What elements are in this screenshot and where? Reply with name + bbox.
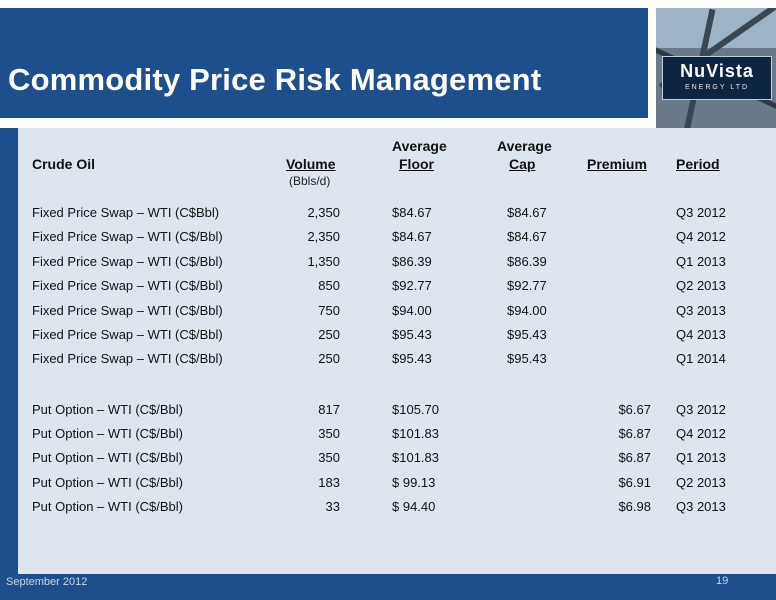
cell-cap: $84.67 bbox=[507, 229, 547, 244]
cell-floor: $84.67 bbox=[392, 229, 432, 244]
header-cap-top: Average bbox=[497, 138, 552, 154]
cell-cap: $84.67 bbox=[507, 205, 547, 220]
cell-name: Put Option – WTI (C$/Bbl) bbox=[32, 475, 183, 490]
table-row: Put Option – WTI (C$/Bbl) 817 $105.70 $6… bbox=[0, 402, 776, 422]
page-title: Commodity Price Risk Management bbox=[8, 62, 542, 97]
cell-name: Fixed Price Swap – WTI (C$/Bbl) bbox=[32, 351, 223, 366]
footer-date: September 2012 bbox=[6, 576, 88, 588]
cell-volume: 850 bbox=[318, 278, 340, 293]
cell-name: Fixed Price Swap – WTI (C$/Bbl) bbox=[32, 278, 223, 293]
cell-period: Q2 2013 bbox=[676, 475, 726, 490]
cell-volume: 817 bbox=[318, 402, 340, 417]
logo-name: NuVista bbox=[680, 61, 754, 81]
cell-volume: 33 bbox=[325, 499, 340, 514]
cell-floor: $105.70 bbox=[392, 402, 439, 417]
cell-floor: $ 94.40 bbox=[392, 499, 436, 514]
cell-name: Put Option – WTI (C$/Bbl) bbox=[32, 426, 183, 441]
table-panel bbox=[18, 128, 776, 574]
header-period: Period bbox=[676, 156, 720, 172]
table-row: Put Option – WTI (C$/Bbl) 33 $ 94.40 $6.… bbox=[0, 499, 776, 519]
cell-cap: $92.77 bbox=[507, 278, 547, 293]
table-row: Fixed Price Swap – WTI (C$/Bbl) 250 $95.… bbox=[0, 327, 776, 347]
header-floor-top: Average bbox=[392, 138, 447, 154]
cell-period: Q4 2012 bbox=[676, 229, 726, 244]
logo-subtitle: ENERGY LTD bbox=[684, 84, 750, 91]
cell-period: Q4 2012 bbox=[676, 426, 726, 441]
left-accent-bar bbox=[0, 128, 18, 574]
cell-volume: 350 bbox=[318, 426, 340, 441]
cell-floor: $101.83 bbox=[392, 450, 439, 465]
cell-name: Fixed Price Swap – WTI (C$/Bbl) bbox=[32, 229, 223, 244]
header-volume: Volume bbox=[286, 156, 336, 172]
table-row: Put Option – WTI (C$/Bbl) 350 $101.83 $6… bbox=[0, 450, 776, 470]
cell-floor: $101.83 bbox=[392, 426, 439, 441]
page-number: 19 bbox=[716, 575, 729, 587]
cell-name: Fixed Price Swap – WTI (C$Bbl) bbox=[32, 205, 220, 220]
cell-cap: $94.00 bbox=[507, 303, 547, 318]
table-row: Fixed Price Swap – WTI (C$/Bbl) 750 $94.… bbox=[0, 303, 776, 323]
cell-floor: $95.43 bbox=[392, 327, 432, 342]
cell-name: Put Option – WTI (C$/Bbl) bbox=[32, 450, 183, 465]
cell-name: Fixed Price Swap – WTI (C$/Bbl) bbox=[32, 327, 223, 342]
cell-period: Q1 2014 bbox=[676, 351, 726, 366]
cell-period: Q4 2013 bbox=[676, 327, 726, 342]
cell-volume: 750 bbox=[318, 303, 340, 318]
company-logo: NuVista ENERGY LTD bbox=[656, 8, 776, 130]
table-row: Put Option – WTI (C$/Bbl) 350 $101.83 $6… bbox=[0, 426, 776, 446]
cell-floor: $92.77 bbox=[392, 278, 432, 293]
cell-premium: $6.87 bbox=[618, 450, 651, 465]
cell-floor: $94.00 bbox=[392, 303, 432, 318]
table-row: Put Option – WTI (C$/Bbl) 183 $ 99.13 $6… bbox=[0, 475, 776, 495]
cell-floor: $84.67 bbox=[392, 205, 432, 220]
cell-floor: $86.39 bbox=[392, 254, 432, 269]
cell-period: Q1 2013 bbox=[676, 254, 726, 269]
cell-cap: $86.39 bbox=[507, 254, 547, 269]
cell-volume: 2,350 bbox=[307, 229, 340, 244]
cell-period: Q3 2013 bbox=[676, 303, 726, 318]
header-cap: Cap bbox=[509, 156, 536, 172]
cell-premium: $6.67 bbox=[618, 402, 651, 417]
header-floor: Floor bbox=[399, 156, 434, 172]
cell-name: Fixed Price Swap – WTI (C$/Bbl) bbox=[32, 303, 223, 318]
cell-volume: 250 bbox=[318, 351, 340, 366]
cell-cap: $95.43 bbox=[507, 351, 547, 366]
logo-plate: NuVista ENERGY LTD bbox=[662, 56, 772, 100]
table-row: Fixed Price Swap – WTI (C$Bbl) 2,350 $84… bbox=[0, 205, 776, 225]
cell-period: Q2 2013 bbox=[676, 278, 726, 293]
cell-cap: $95.43 bbox=[507, 327, 547, 342]
cell-volume: 2,350 bbox=[307, 205, 340, 220]
table-row: Fixed Price Swap – WTI (C$/Bbl) 1,350 $8… bbox=[0, 254, 776, 274]
cell-period: Q3 2013 bbox=[676, 499, 726, 514]
cell-period: Q3 2012 bbox=[676, 402, 726, 417]
cell-period: Q3 2012 bbox=[676, 205, 726, 220]
cell-name: Fixed Price Swap – WTI (C$/Bbl) bbox=[32, 254, 223, 269]
table-row: Fixed Price Swap – WTI (C$/Bbl) 250 $95.… bbox=[0, 351, 776, 371]
title-banner bbox=[0, 8, 648, 118]
header-volume-unit: (Bbls/d) bbox=[289, 174, 331, 188]
cell-premium: $6.87 bbox=[618, 426, 651, 441]
cell-volume: 350 bbox=[318, 450, 340, 465]
cell-premium: $6.91 bbox=[618, 475, 651, 490]
table-row: Fixed Price Swap – WTI (C$/Bbl) 850 $92.… bbox=[0, 278, 776, 298]
cell-volume: 250 bbox=[318, 327, 340, 342]
cell-volume: 1,350 bbox=[307, 254, 340, 269]
cell-period: Q1 2013 bbox=[676, 450, 726, 465]
header-premium: Premium bbox=[587, 156, 647, 172]
cell-floor: $95.43 bbox=[392, 351, 432, 366]
header-category: Crude Oil bbox=[32, 156, 96, 172]
cell-premium: $6.98 bbox=[618, 499, 651, 514]
cell-floor: $ 99.13 bbox=[392, 475, 436, 490]
cell-name: Put Option – WTI (C$/Bbl) bbox=[32, 402, 183, 417]
cell-name: Put Option – WTI (C$/Bbl) bbox=[32, 499, 183, 514]
footer-bar bbox=[0, 574, 776, 600]
cell-volume: 183 bbox=[318, 475, 340, 490]
table-row: Fixed Price Swap – WTI (C$/Bbl) 2,350 $8… bbox=[0, 229, 776, 249]
